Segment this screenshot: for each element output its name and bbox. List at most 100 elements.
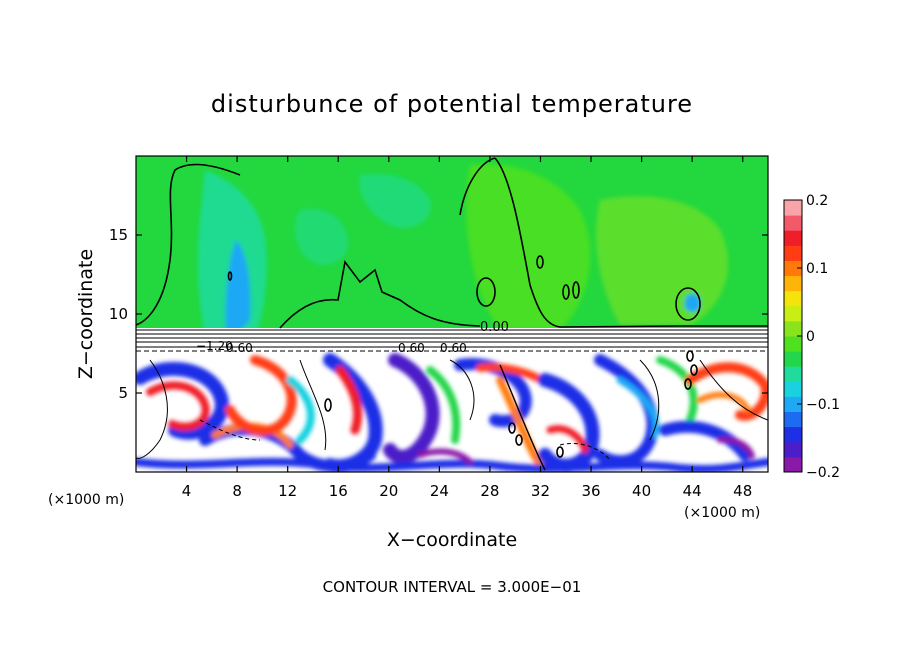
blue-speck	[684, 293, 701, 312]
colorbar: 0.2 0.1 0 −0.1 −0.2	[783, 193, 840, 481]
contour-lines	[136, 157, 768, 471]
colorbar-tick-label-4: −0.2	[806, 465, 840, 481]
y-axis: 5 10 15	[109, 226, 768, 402]
eddy-cyan-3	[286, 376, 315, 444]
eddy-red-3	[225, 355, 297, 436]
contour-small-ring-5	[686, 350, 694, 362]
colorbar-tick-label-0: 0.2	[806, 193, 828, 209]
y-axis-label: Z−coordinate	[75, 249, 97, 379]
contour-small-ring-6	[690, 364, 698, 376]
colorbar-swatch-12	[784, 275, 802, 292]
x-tick-label-1: 8	[232, 482, 242, 500]
contour-lower-1	[136, 359, 168, 459]
yellowgreen-patch-1	[466, 164, 591, 330]
contour-lower-3	[499, 364, 546, 471]
contour-left-plume	[136, 163, 241, 326]
eddy-red-7	[546, 425, 589, 454]
colorbar-swatch-2	[784, 426, 802, 443]
eddy-red-1	[146, 381, 210, 431]
eddy-purple-2	[717, 436, 755, 459]
eddy-orange-7	[496, 376, 544, 469]
contour-dashed-2	[559, 443, 611, 461]
contour-label-1: −1.20	[196, 339, 233, 353]
x-tick-label-7: 32	[531, 482, 550, 500]
contour-label-2: 0.60	[226, 341, 253, 355]
contour-small-ring-4	[556, 446, 564, 458]
eddy-cyan-8	[616, 376, 660, 439]
band-stripes	[136, 329, 768, 352]
x-axis-label: X−coordinate	[387, 529, 517, 551]
colorbar-tick-label-1: 0.1	[806, 261, 828, 277]
contour-ring-4	[572, 281, 580, 299]
eddy-red-10	[685, 362, 768, 421]
colorbar-swatch-1	[784, 441, 802, 458]
x-unit-right: (×1000 m)	[684, 505, 760, 521]
colorbar-swatch-4	[784, 396, 802, 413]
eddy-blue-5	[383, 353, 440, 464]
transition-band	[136, 328, 768, 352]
contour-ring-2	[536, 255, 544, 269]
contour-lower-6	[699, 359, 768, 421]
contour-ring-1	[476, 277, 496, 307]
contour-small-ring-7	[684, 378, 692, 390]
y-tick-label-2: 15	[109, 226, 128, 244]
upper-layer-patches	[197, 164, 729, 336]
colorbar-swatch-15	[784, 230, 802, 246]
x-tick-label-2: 12	[278, 482, 297, 500]
contour-lower-4	[449, 359, 475, 421]
x-unit-left: (×1000 m)	[48, 492, 124, 508]
contour-lower-2	[299, 359, 327, 451]
colorbar-swatch-8	[784, 336, 802, 352]
colorbar-swatch-6	[784, 366, 802, 382]
heatmap-field: 0.00 −1.20 0.60 0.60 0.60	[136, 156, 768, 472]
contour-interval-note: CONTOUR INTERVAL = 3.000E−01	[323, 578, 582, 596]
chart-title: disturbunce of potential temperature	[211, 90, 693, 118]
x-tick-label-8: 36	[581, 482, 600, 500]
x-tick-label-11: 48	[733, 482, 752, 500]
yellowgreen-patch-2	[596, 196, 729, 325]
x-tick-label-6: 28	[480, 482, 499, 500]
blue-plume	[225, 240, 251, 336]
contour-label-3: 0.60	[398, 341, 425, 355]
contour-ring-5	[675, 287, 701, 321]
contour-small-ring-3	[515, 434, 523, 446]
cyan-patch-3	[294, 208, 349, 265]
y-tick-label-1: 10	[109, 305, 128, 323]
x-axis: 4 8 12 16 20 24 28 32 36 40 44 48	[182, 156, 752, 500]
colorbar-swatch-10	[784, 305, 802, 322]
contour-label-0: 0.00	[480, 320, 509, 335]
contour-label-4: 0.60	[440, 341, 467, 355]
colorbar-swatch-17	[784, 200, 802, 216]
x-tick-label-10: 44	[683, 482, 702, 500]
x-tick-label-5: 24	[430, 482, 449, 500]
contour-ring-6	[227, 271, 233, 281]
x-tick-label-3: 16	[329, 482, 348, 500]
colorbar-swatch-14	[784, 245, 802, 261]
contour-ring-3	[562, 284, 570, 300]
x-tick-label-4: 20	[379, 482, 398, 500]
colorbar-swatch-5	[784, 381, 802, 397]
y-tick-label-0: 5	[118, 384, 128, 402]
colorbar-tick-label-3: −0.1	[806, 397, 840, 413]
x-tick-label-0: 4	[182, 482, 192, 500]
x-tick-label-9: 40	[632, 482, 651, 500]
contour-lower-5	[639, 359, 660, 441]
contour-right-arch	[459, 157, 768, 328]
colorbar-swatch-13	[784, 260, 802, 277]
eddy-blue-9	[659, 420, 751, 461]
colorbar-swatch-7	[784, 351, 802, 367]
contour-mid-step	[279, 260, 481, 329]
eddy-green-5	[426, 366, 461, 444]
contour-small-ring-2	[508, 422, 516, 434]
eddy-blue-1	[136, 361, 229, 440]
eddy-purple-1	[417, 448, 473, 465]
colorbar-swatch-3	[784, 411, 802, 428]
eddy-red-4	[335, 365, 363, 435]
colorbar-swatch-16	[784, 215, 802, 231]
colorbar-swatch-9	[784, 320, 802, 337]
colorbar-tick-label-2: 0	[806, 329, 815, 345]
colorbar-swatch-0	[784, 456, 802, 473]
contour-small-ring-1	[324, 398, 332, 412]
